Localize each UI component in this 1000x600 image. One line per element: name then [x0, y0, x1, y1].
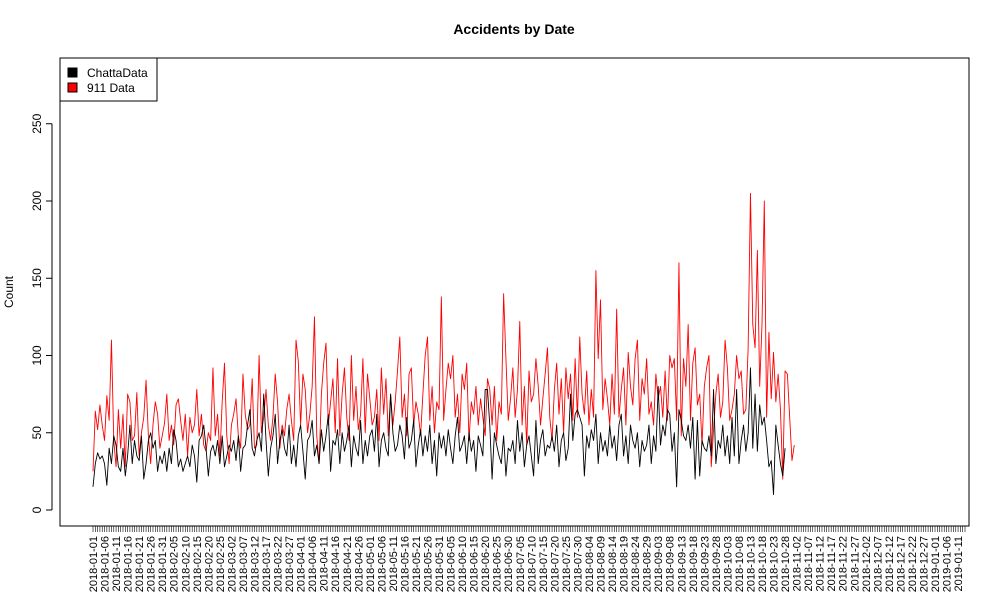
y-tick-label: 200	[30, 191, 44, 211]
x-tick-label: 2018-07-20	[549, 536, 561, 592]
x-tick-label: 2018-12-17	[895, 536, 907, 592]
x-tick-label: 2018-11-22	[838, 536, 850, 591]
x-tick-label: 2019-01-01	[930, 536, 942, 592]
x-tick-label: 2018-10-03	[722, 536, 734, 592]
x-tick-label: 2018-06-30	[503, 536, 515, 592]
x-tick-label: 2018-05-16	[399, 536, 411, 592]
y-tick-label: 150	[30, 268, 44, 288]
x-tick-label: 2018-03-27	[284, 536, 296, 592]
x-tick-label: 2018-05-21	[411, 536, 423, 592]
series-line-chattadata	[92, 367, 786, 495]
x-tick-label: 2018-11-17	[826, 536, 838, 591]
x-tick-label: 2018-05-11	[388, 536, 400, 591]
series-layer	[92, 192, 795, 495]
x-tick-label: 2018-01-21	[134, 536, 146, 592]
x-tick-label: 2018-05-06	[376, 536, 388, 592]
legend-label-911-data: 911 Data	[87, 81, 135, 95]
x-tick-label: 2018-04-11	[319, 536, 331, 591]
x-tick-label: 2019-01-11	[953, 536, 965, 591]
y-axis-label: Count	[2, 275, 16, 308]
x-tick-label: 2018-01-16	[123, 536, 135, 592]
x-tick-label: 2018-10-23	[769, 536, 781, 592]
x-tick-label: 2018-06-05	[446, 536, 458, 592]
legend: ChattaData 911 Data	[59, 57, 158, 102]
y-tick-label: 250	[30, 113, 44, 133]
x-tick-label: 2018-04-26	[353, 536, 365, 592]
x-tick-label: 2018-11-27	[849, 536, 861, 591]
x-tick-label: 2018-07-25	[561, 536, 573, 592]
x-tick-label: 2018-07-30	[572, 536, 584, 592]
x-tick-label: 2018-09-13	[676, 536, 688, 592]
legend-label-chattadata: ChattaData	[87, 66, 148, 80]
x-tick-label: 2018-10-28	[780, 536, 792, 592]
x-tick-label: 2018-06-10	[457, 536, 469, 592]
x-tick-label: 2018-09-03	[653, 536, 665, 592]
x-tick-label: 2018-09-18	[688, 536, 700, 592]
x-tick-label: 2018-05-01	[365, 536, 377, 592]
x-tick-label: 2018-12-27	[918, 536, 930, 592]
legend-box	[59, 57, 158, 102]
x-tick-label: 2018-09-23	[699, 536, 711, 592]
x-tick-label: 2018-03-07	[238, 536, 250, 592]
x-tick-label: 2018-04-21	[342, 536, 354, 592]
x-tick-label: 2018-08-19	[619, 536, 631, 592]
x-tick-label: 2018-10-13	[745, 536, 757, 592]
x-tick-label: 2018-09-28	[711, 536, 723, 592]
x-tick-label: 2018-02-25	[215, 536, 227, 592]
y-tick-label: 0	[30, 506, 44, 513]
x-tick-label: 2018-07-10	[526, 536, 538, 592]
x-tick-label: 2018-02-15	[192, 536, 204, 592]
x-tick-label: 2018-12-12	[884, 536, 896, 592]
x-tick-label: 2018-10-08	[734, 536, 746, 592]
chart-title: Accidents by Date	[453, 21, 575, 37]
x-tick-label: 2018-04-01	[296, 536, 308, 592]
x-tick-label: 2018-03-02	[226, 536, 238, 592]
x-tick-label: 2018-06-20	[480, 536, 492, 592]
x-tick-label: 2018-01-11	[111, 536, 123, 591]
y-tick-label: 50	[30, 426, 44, 440]
x-tick-label: 2018-02-20	[203, 536, 215, 592]
x-tick-label: 2018-08-24	[630, 536, 642, 592]
x-tick-label: 2018-08-29	[642, 536, 654, 592]
x-tick-label: 2018-05-26	[422, 536, 434, 592]
x-tick-label: 2018-03-17	[261, 536, 273, 592]
x-tick-label: 2018-06-25	[492, 536, 504, 592]
y-axis: 0 50 100 150 200 250	[30, 113, 53, 513]
x-tick-label: 2018-01-31	[157, 536, 169, 592]
x-tick-label: 2018-02-10	[180, 536, 192, 592]
x-tick-label: 2018-10-18	[757, 536, 769, 592]
x-tick-label: 2018-03-22	[273, 536, 285, 592]
x-tick-label: 2018-04-06	[307, 536, 319, 592]
x-tick-label: 2018-02-05	[169, 536, 181, 592]
x-tick-label: 2018-11-12	[815, 536, 827, 591]
x-tick-label: 2019-01-06	[942, 536, 954, 592]
x-tick-label: 2018-08-09	[596, 536, 608, 592]
series-line-911-data	[92, 192, 795, 480]
x-tick-label: 2018-07-05	[515, 536, 527, 592]
x-tick-label: 2018-05-31	[434, 536, 446, 592]
x-tick-label: 2018-11-02	[792, 536, 804, 591]
x-tick-label: 2018-01-01	[88, 536, 100, 592]
x-axis: 2018-01-01 2018-01-06 2018-01-11 2018-01-16…	[88, 525, 966, 592]
x-tick-label: 2018-03-12	[249, 536, 261, 592]
x-tick-label: 2018-12-07	[872, 536, 884, 592]
legend-swatch-chattadata	[67, 67, 78, 78]
x-tick-label: 2018-07-15	[538, 536, 550, 592]
legend-swatch-911-data	[67, 82, 78, 93]
x-tick-label: 2018-12-22	[907, 536, 919, 592]
x-tick-label: 2018-01-26	[146, 536, 158, 592]
x-tick-label: 2018-06-15	[469, 536, 481, 592]
x-tick-label: 2018-08-14	[607, 536, 619, 592]
x-tick-label: 2018-01-06	[100, 536, 112, 592]
x-tick-label: 2018-11-07	[803, 536, 815, 591]
x-tick-label: 2018-09-08	[665, 536, 677, 592]
y-tick-label: 100	[30, 345, 44, 365]
x-tick-label: 2018-04-16	[330, 536, 342, 592]
x-tick-label: 2018-12-02	[861, 536, 873, 592]
x-tick-label: 2018-08-04	[584, 536, 596, 592]
